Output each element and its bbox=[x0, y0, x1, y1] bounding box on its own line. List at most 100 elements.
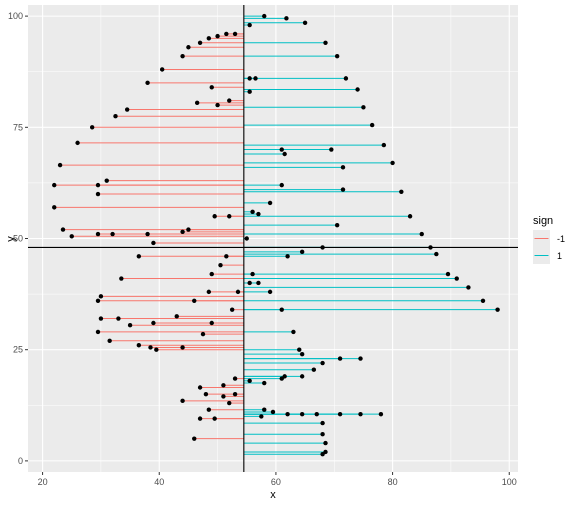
data-point bbox=[334, 222, 340, 228]
data-point bbox=[279, 182, 284, 188]
data-point bbox=[250, 271, 255, 277]
data-point bbox=[159, 67, 165, 72]
y-tick-label: 75 bbox=[13, 122, 23, 132]
data-point bbox=[145, 80, 150, 86]
data-point bbox=[284, 16, 289, 21]
data-point bbox=[229, 307, 235, 312]
data-point bbox=[227, 400, 232, 406]
data-point bbox=[299, 351, 305, 357]
data-point bbox=[174, 314, 179, 319]
data-point bbox=[262, 13, 267, 19]
data-point bbox=[267, 289, 273, 295]
data-point bbox=[259, 414, 264, 419]
data-point bbox=[358, 356, 363, 361]
x-tick-label: 20 bbox=[38, 477, 48, 487]
data-point bbox=[209, 271, 214, 277]
y-axis-label: y bbox=[5, 236, 17, 242]
data-point bbox=[291, 329, 296, 335]
data-point bbox=[343, 76, 349, 81]
data-point bbox=[337, 411, 343, 417]
data-point bbox=[116, 316, 121, 321]
data-point bbox=[279, 147, 284, 152]
data-point bbox=[192, 436, 197, 441]
data-point bbox=[256, 280, 261, 286]
data-point bbox=[206, 289, 212, 295]
data-point bbox=[212, 214, 217, 219]
data-point bbox=[95, 329, 101, 335]
data-point bbox=[232, 376, 238, 381]
data-point bbox=[253, 76, 258, 81]
legend: sign -1 1 bbox=[533, 215, 565, 264]
x-tick-label: 60 bbox=[271, 477, 281, 487]
data-point bbox=[466, 285, 471, 290]
data-point bbox=[369, 122, 375, 128]
y-tick-label: 50 bbox=[13, 234, 23, 244]
data-point bbox=[215, 33, 220, 39]
data-point bbox=[361, 105, 366, 110]
data-point bbox=[95, 298, 101, 303]
data-point bbox=[279, 307, 284, 312]
data-point bbox=[340, 187, 346, 192]
data-point bbox=[320, 431, 325, 437]
data-point bbox=[428, 245, 433, 250]
data-point bbox=[262, 380, 267, 386]
data-point bbox=[57, 162, 63, 168]
data-point bbox=[180, 229, 185, 235]
data-point bbox=[247, 76, 252, 81]
data-point bbox=[186, 227, 191, 232]
data-point bbox=[358, 411, 363, 417]
data-point bbox=[299, 374, 305, 379]
data-point bbox=[247, 22, 252, 28]
data-point bbox=[320, 452, 325, 457]
data-point bbox=[186, 45, 191, 50]
data-point bbox=[285, 254, 290, 259]
data-point bbox=[200, 331, 206, 337]
data-point bbox=[151, 320, 156, 326]
data-point bbox=[227, 214, 232, 219]
data-point bbox=[180, 398, 185, 404]
y-tick-label: 0 bbox=[18, 456, 23, 466]
reference-lines bbox=[28, 5, 518, 472]
data-point bbox=[247, 89, 252, 94]
x-tick-label: 40 bbox=[154, 477, 164, 487]
data-point bbox=[267, 200, 273, 206]
data-point bbox=[323, 40, 328, 46]
x-axis-ticks: 20 40 60 80 100 bbox=[38, 472, 517, 487]
data-point bbox=[69, 234, 74, 239]
points-layer bbox=[52, 13, 500, 457]
data-point bbox=[381, 142, 387, 148]
data-point bbox=[98, 316, 104, 321]
data-point bbox=[323, 440, 328, 446]
data-point bbox=[180, 345, 185, 350]
legend-title: sign bbox=[533, 215, 553, 227]
data-point bbox=[337, 356, 343, 361]
data-point bbox=[104, 178, 109, 183]
data-point bbox=[218, 262, 223, 268]
data-point bbox=[334, 53, 340, 59]
data-point bbox=[256, 211, 261, 217]
data-point bbox=[247, 280, 252, 286]
data-point bbox=[180, 53, 185, 59]
data-point bbox=[95, 182, 101, 188]
data-point bbox=[145, 231, 150, 237]
data-point bbox=[355, 87, 360, 92]
data-point bbox=[197, 416, 203, 421]
data-point bbox=[454, 276, 459, 281]
data-point bbox=[434, 251, 439, 257]
data-point bbox=[119, 276, 124, 281]
data-point bbox=[107, 338, 112, 343]
data-point bbox=[151, 240, 156, 246]
data-point bbox=[407, 214, 413, 219]
data-point bbox=[197, 40, 203, 46]
data-point bbox=[136, 254, 142, 259]
data-point bbox=[270, 409, 276, 415]
data-point bbox=[399, 189, 404, 194]
data-point bbox=[232, 31, 238, 37]
data-point bbox=[209, 85, 214, 90]
data-point bbox=[206, 36, 212, 41]
data-point bbox=[419, 231, 424, 237]
data-point bbox=[221, 394, 226, 399]
data-point bbox=[95, 191, 101, 197]
data-point bbox=[52, 205, 57, 210]
